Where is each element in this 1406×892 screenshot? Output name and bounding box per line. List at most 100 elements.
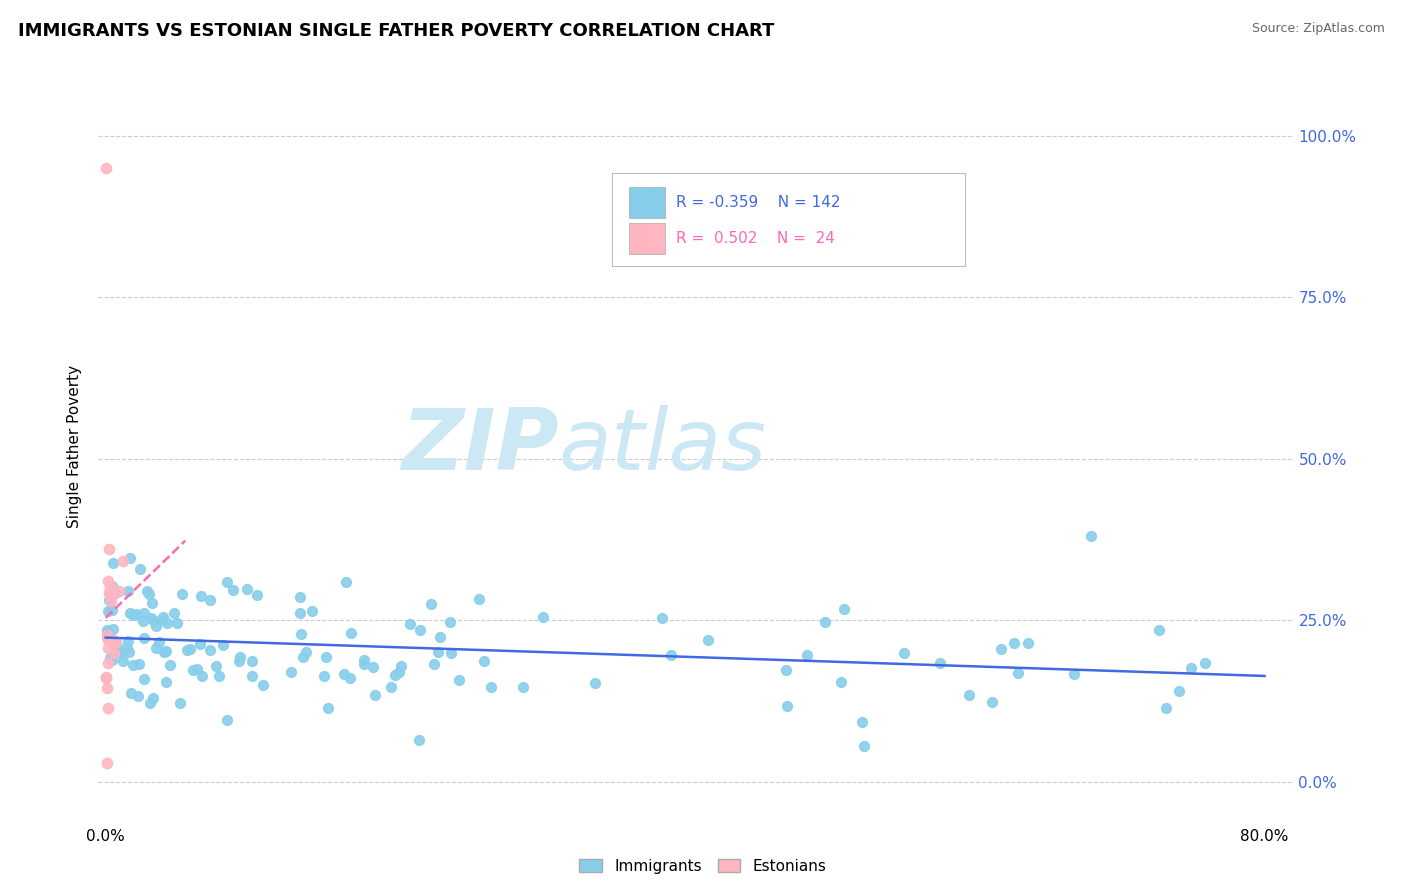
Point (108, 584, 131, 599)
Point (145, 640, 167, 655)
Point (851, 714, 873, 729)
Point (96, 700, 118, 714)
Point (117, 634, 139, 648)
Point (101, 622, 124, 636)
Point (1007, 666, 1029, 681)
Text: Source: ZipAtlas.com: Source: ZipAtlas.com (1251, 22, 1385, 36)
Point (531, 609, 554, 624)
Point (291, 649, 314, 664)
Point (117, 583, 139, 598)
Point (191, 669, 214, 683)
Text: ZIP: ZIP (401, 404, 558, 488)
Point (153, 645, 176, 659)
Text: IMMIGRANTS VS ESTONIAN SINGLE FATHER POVERTY CORRELATION CHART: IMMIGRANTS VS ESTONIAN SINGLE FATHER POV… (18, 22, 775, 40)
Point (288, 606, 311, 620)
Point (388, 665, 411, 679)
Text: R = -0.359    N = 142: R = -0.359 N = 142 (676, 195, 841, 210)
Point (96, 625, 118, 640)
Point (198, 592, 221, 607)
Point (98, 592, 121, 607)
Point (832, 601, 855, 615)
Point (181, 663, 204, 677)
Point (103, 637, 125, 651)
Point (121, 607, 143, 622)
Point (172, 587, 194, 601)
Point (242, 654, 264, 668)
Point (776, 699, 799, 714)
Point (100, 594, 122, 608)
Point (108, 646, 131, 660)
Point (96, 623, 118, 637)
Point (176, 643, 198, 657)
Point (315, 649, 337, 664)
Point (205, 659, 228, 673)
Point (141, 611, 163, 625)
Point (697, 633, 720, 648)
Point (97, 542, 120, 557)
Point (332, 667, 354, 681)
Point (132, 606, 155, 620)
Point (101, 632, 124, 647)
Point (796, 648, 818, 663)
Point (145, 618, 167, 632)
Point (353, 653, 375, 667)
Point (1147, 623, 1170, 637)
Text: atlas: atlas (558, 404, 766, 488)
Point (1154, 701, 1177, 715)
Point (138, 587, 160, 601)
Point (98, 581, 121, 595)
Point (188, 637, 211, 651)
Point (893, 646, 915, 660)
Point (479, 680, 502, 694)
Point (101, 653, 124, 667)
Point (1002, 635, 1025, 649)
Point (1063, 666, 1085, 681)
Point (427, 645, 450, 659)
Point (198, 643, 221, 657)
Point (290, 626, 312, 640)
Point (468, 591, 491, 606)
Point (120, 686, 142, 700)
Point (166, 616, 188, 631)
Point (111, 654, 134, 668)
Point (96, 756, 118, 770)
Point (384, 668, 406, 682)
Point (96, 161, 118, 176)
Point (380, 680, 402, 694)
Point (169, 696, 191, 710)
Point (339, 671, 361, 685)
Point (148, 635, 170, 649)
Point (100, 603, 122, 617)
Point (280, 665, 302, 679)
Point (212, 638, 235, 652)
Point (125, 607, 148, 621)
Point (364, 688, 387, 702)
Point (97, 640, 120, 655)
Point (439, 615, 461, 629)
Point (115, 640, 138, 655)
Point (97, 586, 120, 600)
Point (228, 654, 250, 668)
Point (132, 672, 155, 686)
Point (186, 662, 208, 676)
Point (96, 632, 118, 647)
Point (97, 657, 120, 671)
Point (353, 657, 375, 672)
Point (152, 610, 174, 624)
FancyBboxPatch shape (628, 223, 665, 254)
Point (122, 658, 145, 673)
Point (830, 675, 852, 690)
Point (134, 632, 156, 646)
Point (423, 657, 446, 672)
Point (105, 635, 128, 649)
Point (142, 613, 165, 627)
Point (775, 663, 797, 677)
Point (813, 615, 835, 629)
Point (98, 632, 121, 647)
Point (142, 690, 165, 705)
Point (408, 733, 430, 747)
Point (98, 579, 121, 593)
Point (246, 588, 269, 602)
Point (215, 714, 238, 728)
Point (139, 697, 162, 711)
